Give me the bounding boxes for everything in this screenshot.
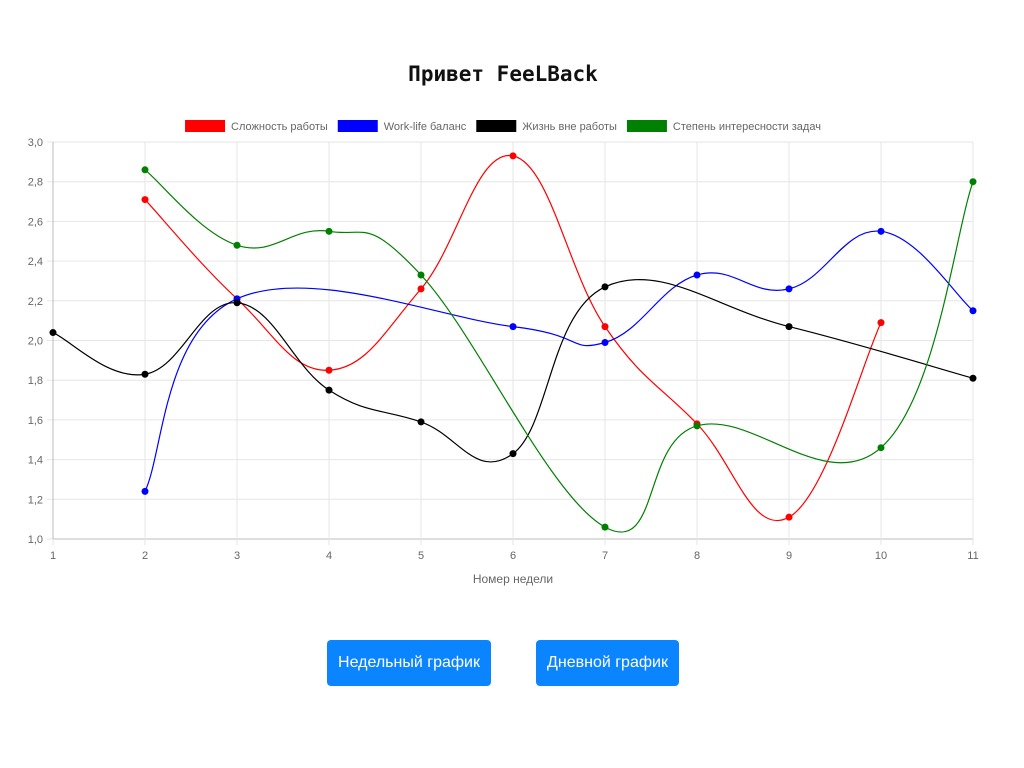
series-line-0 xyxy=(144,155,882,521)
data-point xyxy=(141,370,149,378)
data-point xyxy=(601,523,609,531)
data-point xyxy=(509,152,517,160)
data-point xyxy=(509,450,517,458)
data-point xyxy=(785,323,793,331)
data-point xyxy=(785,513,793,521)
data-point xyxy=(877,319,885,327)
y-tick-label: 1,8 xyxy=(28,375,43,387)
x-tick-label: 6 xyxy=(510,550,516,562)
data-point xyxy=(969,307,977,315)
data-point xyxy=(49,329,57,337)
data-point xyxy=(141,487,149,495)
legend-label[interactable]: Степень интересности задач xyxy=(673,121,821,133)
data-point xyxy=(233,299,241,307)
x-tick-label: 2 xyxy=(142,550,148,562)
series-line-1 xyxy=(144,230,974,492)
y-tick-label: 2,2 xyxy=(28,296,43,308)
weekly-chart-button[interactable]: Недельный график xyxy=(327,640,491,686)
data-point xyxy=(969,178,977,186)
y-tick-label: 2,4 xyxy=(28,256,43,268)
y-tick-label: 1,4 xyxy=(28,455,43,467)
x-tick-label: 4 xyxy=(326,550,332,562)
x-tick-label: 7 xyxy=(602,550,608,562)
chart-legend: Сложность работы Work-life баланс Жизнь вн… xyxy=(185,120,821,133)
legend-label[interactable]: Work-life баланс xyxy=(384,121,467,133)
daily-chart-button[interactable]: Дневной график xyxy=(536,640,679,686)
x-axis-label: Номер недели xyxy=(473,572,553,586)
x-tick-label: 9 xyxy=(786,550,792,562)
data-point xyxy=(509,323,517,331)
x-tick-label: 1 xyxy=(50,550,56,562)
data-point xyxy=(233,241,241,249)
y-tick-label: 1,2 xyxy=(28,494,43,506)
data-point xyxy=(601,338,609,346)
series-line-2 xyxy=(52,278,974,463)
y-tick-label: 2,8 xyxy=(28,177,43,189)
y-tick-label: 2,6 xyxy=(28,216,43,228)
data-point xyxy=(417,271,425,279)
legend-swatch[interactable] xyxy=(185,120,226,132)
line-chart: Сложность работы Work-life баланс Жизнь вн… xyxy=(28,120,979,586)
y-tick-label: 3,0 xyxy=(28,137,43,149)
data-point xyxy=(877,227,885,235)
legend-swatch[interactable] xyxy=(626,120,667,132)
data-point xyxy=(785,285,793,293)
data-point xyxy=(141,166,149,174)
data-point xyxy=(693,422,701,430)
x-tick-label: 11 xyxy=(967,550,978,562)
chart-series xyxy=(49,152,977,533)
data-point xyxy=(325,227,333,235)
page-title: Привет FeeLBack xyxy=(408,62,598,86)
data-point xyxy=(325,366,333,374)
legend-swatch[interactable] xyxy=(476,120,517,132)
data-point xyxy=(417,418,425,426)
data-point xyxy=(417,285,425,293)
x-tick-label: 8 xyxy=(694,550,700,562)
legend-label[interactable]: Сложность работы xyxy=(231,121,328,133)
chart-grid xyxy=(47,141,974,545)
data-point xyxy=(877,444,885,452)
y-tick-label: 1,0 xyxy=(28,534,43,546)
data-point xyxy=(601,283,609,291)
data-point xyxy=(969,374,977,382)
data-point xyxy=(325,386,333,394)
x-tick-label: 10 xyxy=(875,550,887,562)
legend-label[interactable]: Жизнь вне работы xyxy=(522,121,617,133)
x-tick-label: 3 xyxy=(234,550,240,562)
data-point xyxy=(693,271,701,279)
x-tick-label: 5 xyxy=(418,550,424,562)
data-point xyxy=(141,196,149,204)
data-point xyxy=(601,323,609,331)
chart-ticks: 1,0 1,2 1,4 1,6 1,8 2,0 2,2 2,4 2,6 2,8 3,0 1 2 3 4 5 6 7… xyxy=(28,137,979,562)
y-tick-label: 1,6 xyxy=(28,415,43,427)
legend-swatch[interactable] xyxy=(337,120,378,132)
y-tick-label: 2,0 xyxy=(28,336,43,348)
